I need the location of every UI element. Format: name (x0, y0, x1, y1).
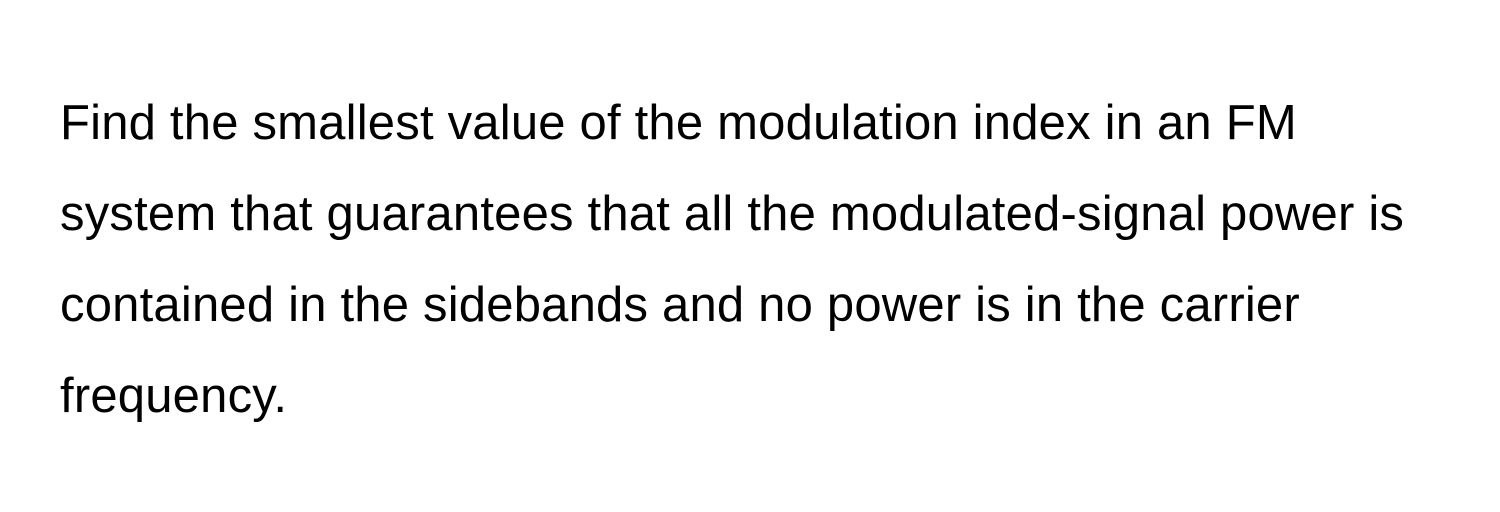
document-container: Find the smallest value of the modulatio… (0, 0, 1500, 512)
question-text: Find the smallest value of the modulatio… (60, 78, 1440, 443)
